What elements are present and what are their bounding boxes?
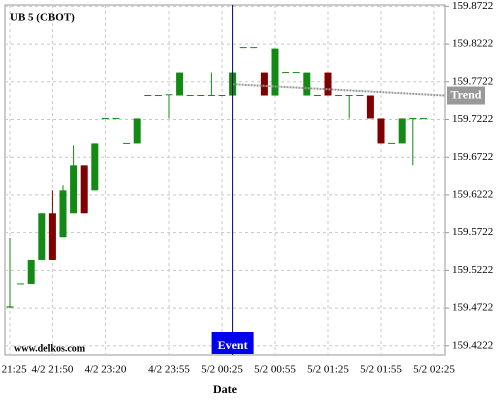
candle-body bbox=[59, 190, 67, 238]
candle-body bbox=[409, 117, 417, 119]
candle-body bbox=[356, 95, 364, 97]
candle-body bbox=[324, 72, 332, 96]
candle-body bbox=[91, 143, 99, 191]
candle-body bbox=[335, 95, 343, 97]
candle-body bbox=[260, 72, 268, 96]
trend-label-box bbox=[447, 86, 485, 105]
x-tick-label: 5/2 02:25 bbox=[413, 364, 455, 376]
x-tick-label: 5/2 00:55 bbox=[254, 364, 296, 376]
candle-body bbox=[345, 95, 353, 97]
candle-body bbox=[207, 95, 215, 97]
x-tick-label: 5/2 01:55 bbox=[360, 364, 402, 376]
candle-body bbox=[271, 48, 279, 96]
candle-body bbox=[218, 95, 226, 97]
trend-line bbox=[232, 83, 445, 97]
candle-body bbox=[17, 283, 25, 285]
trend-label: Trend bbox=[451, 87, 482, 101]
chart-title: UB 5 (CBOT) bbox=[10, 12, 75, 24]
x-tick-label: 4/2 21:50 bbox=[31, 364, 73, 376]
x-tick-label: 2 21:25 bbox=[0, 364, 27, 376]
y-tick-label: 159.6222 bbox=[452, 188, 493, 200]
candle-body bbox=[377, 118, 385, 144]
candle-body bbox=[176, 72, 184, 96]
marks bbox=[6, 47, 445, 309]
candle-body bbox=[388, 142, 396, 144]
x-tick-label: 5/2 01:25 bbox=[307, 364, 349, 376]
candle-body bbox=[144, 95, 152, 97]
candle-body bbox=[292, 72, 300, 74]
y-tick-label: 159.8722 bbox=[452, 0, 493, 12]
candle-body bbox=[112, 117, 120, 119]
x-tick-label: 5/2 00:25 bbox=[201, 364, 243, 376]
candle-body bbox=[101, 117, 109, 119]
x-tick-label: 4/2 23:55 bbox=[148, 364, 190, 376]
y-tick-label: 159.7722 bbox=[452, 75, 493, 87]
event-label-box bbox=[211, 332, 254, 354]
candle-body bbox=[239, 47, 247, 49]
candle-body bbox=[366, 95, 374, 119]
candle-body bbox=[48, 213, 56, 260]
candle-body bbox=[154, 95, 162, 97]
plot-area bbox=[4, 4, 446, 356]
y-tick-label: 159.5722 bbox=[452, 226, 493, 238]
candle-body bbox=[6, 306, 14, 308]
y-tick-label: 159.5222 bbox=[452, 264, 493, 276]
y-tick-label: 159.6722 bbox=[452, 151, 493, 163]
candle-body bbox=[398, 118, 406, 144]
candle-body bbox=[165, 94, 173, 96]
candle-body bbox=[313, 95, 321, 97]
candle-body bbox=[303, 72, 311, 96]
y-tick-label: 159.4722 bbox=[452, 302, 493, 314]
x-tick-label: 4/2 23:20 bbox=[84, 364, 126, 376]
candle-body bbox=[70, 165, 78, 214]
candle-body bbox=[250, 47, 258, 49]
candle-body bbox=[38, 213, 46, 260]
event-label: Event bbox=[218, 338, 248, 352]
candle-body bbox=[282, 72, 290, 74]
y-tick-label: 159.7222 bbox=[452, 113, 493, 125]
candle-body bbox=[27, 259, 35, 284]
candle-body bbox=[123, 142, 131, 144]
y-tick-label: 159.8222 bbox=[452, 38, 493, 50]
candle-body bbox=[133, 118, 141, 144]
x-axis-title: Date bbox=[213, 382, 238, 396]
grid bbox=[5, 5, 445, 355]
candle-body bbox=[186, 95, 194, 97]
y-tick-label: 159.4222 bbox=[452, 339, 493, 351]
candle-body bbox=[197, 95, 205, 97]
candle-body bbox=[80, 165, 88, 214]
candle-body bbox=[419, 117, 427, 119]
watermark: www.delkos.com bbox=[14, 343, 86, 354]
